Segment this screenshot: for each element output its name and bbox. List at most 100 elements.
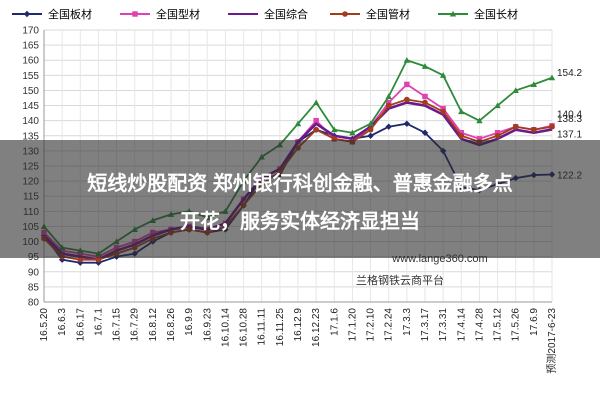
data-point <box>349 129 356 136</box>
data-point <box>77 256 84 263</box>
data-point <box>494 102 501 109</box>
data-point <box>331 126 338 133</box>
data-point <box>531 126 537 133</box>
overlay-text-line2: 开花，服务实体经济显担当 <box>180 209 420 233</box>
data-point <box>385 93 392 100</box>
data-point <box>421 129 429 136</box>
y-tick-label: 165 <box>22 41 39 52</box>
x-tick-label: 16.9.23 <box>202 308 213 342</box>
data-point <box>385 99 392 106</box>
x-tick-label: 16.7.1 <box>93 308 104 336</box>
data-point <box>449 10 457 17</box>
data-point <box>95 256 102 263</box>
data-point <box>132 11 138 17</box>
x-tick-label: 17.1.6 <box>329 308 340 336</box>
data-point <box>385 123 392 130</box>
x-tick-label: 16.11.11 <box>257 308 268 346</box>
y-tick-label: 170 <box>22 26 39 37</box>
data-point <box>530 81 538 87</box>
watermark-name: 兰格钢铁云商平台 <box>356 273 444 287</box>
x-tick-label: 17.4.14 <box>456 308 467 342</box>
x-tick-label: 16.10.14 <box>220 308 231 347</box>
legend-label: 全国长材 <box>474 7 518 21</box>
x-tick-label: 16.12.9 <box>293 308 304 342</box>
data-point <box>403 120 411 127</box>
overlay-text-line1: 短线炒股配资 郑州银行科创金融、普惠金融多点 <box>87 171 513 195</box>
data-point <box>404 96 410 103</box>
data-point <box>312 99 320 106</box>
data-point <box>422 99 428 106</box>
data-point <box>422 93 428 100</box>
overlay-banner <box>0 140 600 258</box>
data-point <box>440 105 446 112</box>
data-point <box>342 11 348 17</box>
legend: 全国板材 全国型材 全国综合 全国管材 全国长材 <box>12 7 518 21</box>
x-tick-label: 16.12.23 <box>311 308 322 347</box>
y-tick-label: 160 <box>22 56 39 67</box>
data-point <box>403 57 411 63</box>
data-point <box>313 117 319 124</box>
data-point <box>458 130 465 136</box>
data-point <box>458 108 465 115</box>
y-tick-label: 90 <box>28 267 40 278</box>
x-tick-label: 16.11.25 <box>275 308 286 347</box>
end-value-label: 137.1 <box>557 129 582 140</box>
end-value-label: 138.3 <box>557 114 582 125</box>
data-point <box>549 123 555 130</box>
x-tick-label: 17.3.17 <box>420 308 431 342</box>
x-tick-label: 16.10.28 <box>239 308 250 347</box>
x-tick-label: 17.1.20 <box>347 308 358 342</box>
x-tick-label: 预测2017-6-23 <box>545 308 558 374</box>
x-tick-label: 16.7.29 <box>130 308 141 342</box>
data-point <box>494 130 501 136</box>
y-tick-label: 150 <box>22 86 39 97</box>
data-point <box>367 120 374 127</box>
x-tick-label: 17.5.12 <box>493 308 504 342</box>
x-tick-label: 17.3.31 <box>438 308 449 342</box>
data-point <box>404 81 410 88</box>
data-point <box>440 108 446 115</box>
data-point <box>476 136 483 142</box>
x-tick-label: 16.6.17 <box>75 308 86 342</box>
end-value-label: 140.4 <box>557 109 582 120</box>
data-point <box>58 256 66 263</box>
data-point <box>421 63 429 69</box>
y-tick-label: 85 <box>28 282 40 293</box>
x-tick-label: 17.5.26 <box>511 308 522 342</box>
data-point <box>367 132 374 139</box>
data-point <box>313 126 319 133</box>
data-point <box>494 132 501 139</box>
x-tick-label: 16.8.26 <box>166 308 177 342</box>
x-tick-label: 17.2.10 <box>366 308 377 342</box>
x-tick-label: 16.7.15 <box>112 308 123 342</box>
y-tick-label: 145 <box>22 101 39 112</box>
y-tick-label: 140 <box>22 116 39 127</box>
data-point <box>23 10 31 18</box>
x-tick-label: 17.3.3 <box>402 308 413 336</box>
y-tick-label: 135 <box>22 131 39 142</box>
data-point <box>439 72 447 78</box>
x-tick-label: 16.8.12 <box>148 308 159 342</box>
data-point <box>458 132 465 139</box>
data-point <box>476 117 483 124</box>
data-point <box>294 120 302 127</box>
x-axis: 16.5.20 16.6.3 16.6.17 16.7.1 16.7.15 16.7.29… <box>39 308 558 374</box>
data-point <box>385 102 392 109</box>
data-point <box>512 87 519 94</box>
legend-label: 全国综合 <box>264 7 308 21</box>
legend-label: 全国管材 <box>366 7 410 21</box>
data-point <box>512 123 519 130</box>
data-point <box>367 126 374 133</box>
x-tick-label: 16.5.20 <box>39 308 50 342</box>
data-point <box>548 74 556 81</box>
legend-label: 全国板材 <box>48 7 92 21</box>
y-tick-label: 80 <box>28 298 40 309</box>
x-tick-label: 17.6.9 <box>529 308 540 336</box>
x-tick-label: 17.2.24 <box>384 308 395 342</box>
end-value-label: 154.2 <box>557 68 582 79</box>
x-tick-label: 16.6.3 <box>57 308 68 336</box>
y-tick-label: 155 <box>22 71 39 82</box>
x-tick-label: 17.4.28 <box>474 308 485 342</box>
